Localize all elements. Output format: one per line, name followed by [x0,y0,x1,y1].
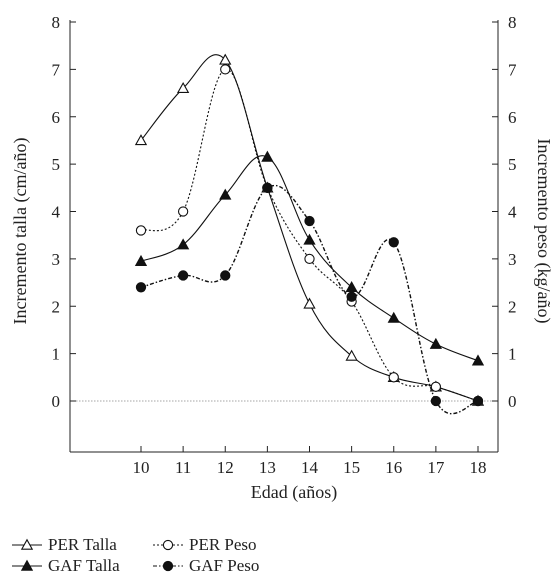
data-point-marker [134,254,148,266]
left-y-tick-label: 0 [52,392,61,411]
legend-entry: GAF Talla [12,556,120,575]
x-axis-title: Edad (años) [251,482,337,503]
series-line [140,68,479,402]
legend-label: GAF Peso [189,556,259,575]
series-line [140,54,479,402]
x-tick-label: 10 [133,458,150,477]
right-y-tick-label: 1 [508,345,517,364]
left-y-tick-label: 8 [52,13,61,32]
data-point-marker [176,238,190,250]
data-point-marker [388,372,399,383]
data-point-marker [430,395,442,407]
right-y-tick-label: 0 [508,392,517,411]
right-y-tick-label: 2 [508,297,517,316]
data-point-marker [303,297,316,309]
x-tick-label: 14 [301,458,319,477]
series-layer [134,53,485,415]
left-y-tick-label: 2 [52,297,61,316]
data-point-marker [429,337,443,349]
data-point-marker [220,270,231,281]
legend-marker [162,539,174,551]
left-y-tick-label: 4 [52,203,61,222]
left-y-axis-title: Incremento talla (cm/año) [10,138,31,325]
data-point-marker [345,280,358,293]
legend-marker [20,538,34,550]
data-point-marker [134,134,148,146]
legend-entry: PER Talla [12,535,117,554]
legend: PER Talla GAF Talla PER Peso GAF Peso [12,535,259,575]
right-y-tick-label: 5 [508,155,517,174]
data-point-marker [304,215,315,227]
data-point-marker [387,311,400,323]
legend-entry: PER Peso [153,535,257,554]
data-point-marker [346,291,357,302]
data-point-marker [177,206,189,217]
data-point-marker [472,395,484,407]
data-point-marker [261,150,274,162]
legend-marker [162,560,174,572]
right-y-tick-label: 7 [508,60,517,79]
x-tick-label: 15 [343,458,360,477]
data-point-marker [388,237,399,248]
data-point-marker [262,182,273,193]
legend-entry: GAF Peso [153,556,259,575]
x-tick-label: 12 [217,458,234,477]
data-point-marker [471,354,485,366]
legend-label: PER Talla [48,535,117,554]
right-y-tick-label: 8 [508,13,517,32]
left-y-tick-label: 1 [52,345,61,364]
legend-label: GAF Talla [48,556,120,575]
data-point-marker [345,349,358,361]
series-line [140,185,479,415]
data-point-marker [177,270,189,281]
data-point-marker [219,188,232,200]
legend-marker [20,559,34,571]
left-y-tick-label: 5 [52,155,61,174]
data-point-marker [176,81,190,94]
data-point-marker [220,64,231,75]
right-y-tick-label: 3 [508,250,517,269]
x-tick-label: 13 [259,458,276,477]
right-y-axis-title: Incremento peso (kg/año) [533,139,553,324]
data-point-marker [304,253,315,265]
data-point-marker [135,225,147,236]
left-y-ticks: 0 1 2 3 4 5 6 7 8 [52,13,76,411]
left-y-tick-label: 3 [52,250,61,269]
right-y-ticks: 0 1 2 3 4 5 6 7 8 [492,13,517,411]
data-point-marker [219,53,232,65]
data-point-marker [135,282,147,293]
right-y-tick-label: 6 [508,108,517,127]
left-y-tick-label: 7 [52,60,61,79]
x-tick-label: 11 [175,458,191,477]
legend-label: PER Peso [189,535,257,554]
x-tick-label: 17 [427,458,445,477]
x-ticks: 10 11 12 13 14 15 16 17 18 [133,446,487,477]
left-y-tick-label: 6 [52,108,61,127]
data-point-marker [303,233,316,245]
data-point-marker [430,381,442,392]
right-y-tick-label: 4 [508,203,517,222]
x-tick-label: 18 [470,458,487,477]
x-tick-label: 16 [385,458,402,477]
series-line [140,155,479,362]
